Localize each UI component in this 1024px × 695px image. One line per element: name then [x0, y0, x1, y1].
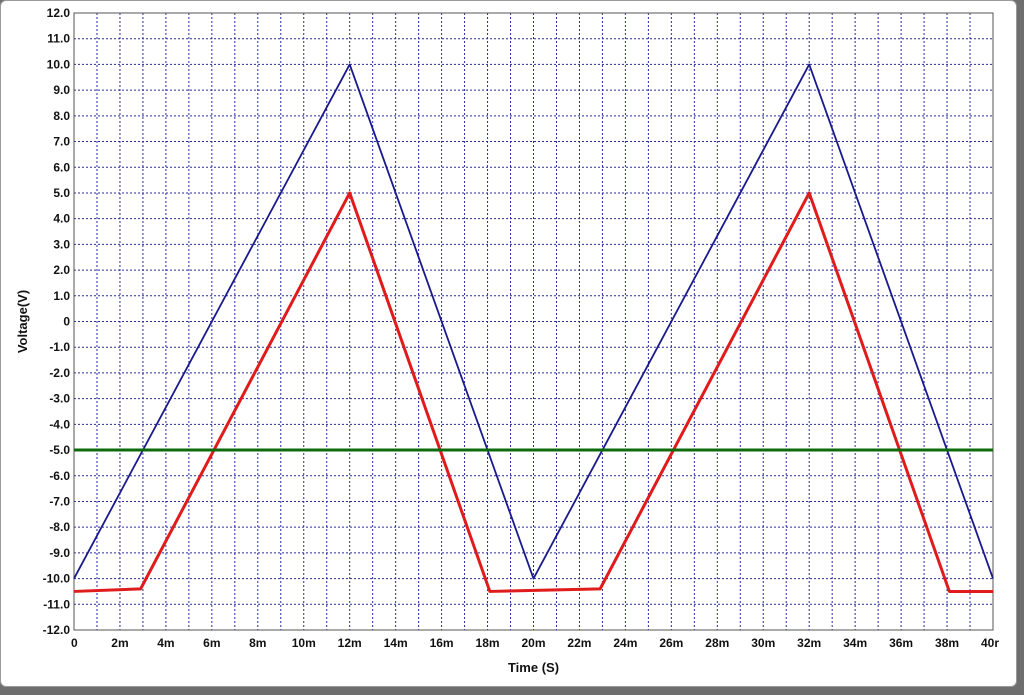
- x-tick-label: 4m: [157, 636, 174, 650]
- y-tick-label: -10.0: [43, 572, 71, 586]
- x-tick-label: 40r: [981, 636, 999, 650]
- x-tick-label: 22m: [567, 636, 591, 650]
- y-tick-label: 6.0: [53, 160, 70, 174]
- y-tick-label: -1.0: [49, 340, 70, 354]
- y-tick-label: 10.0: [47, 57, 71, 71]
- series-line-red: [73, 191, 993, 593]
- y-tick-label: 11.0: [47, 32, 70, 46]
- y-tick-label: -12.0: [43, 623, 71, 637]
- x-tick-label: 16m: [430, 636, 454, 650]
- x-tick-label: 12m: [338, 636, 362, 650]
- x-tick-label: 24m: [613, 636, 637, 650]
- x-tick-label: 10m: [292, 636, 316, 650]
- y-tick-label: 8.0: [53, 109, 70, 123]
- y-tick-label: 2.0: [53, 263, 70, 277]
- y-tick-label: 0: [63, 315, 70, 329]
- y-tick-label: -2.0: [49, 366, 70, 380]
- x-tick-label: 32m: [797, 636, 821, 650]
- y-tick-label: -3.0: [49, 392, 70, 406]
- series-line-blue: [73, 63, 994, 580]
- y-tick-label: -11.0: [43, 597, 70, 611]
- x-tick-label: 2m: [111, 636, 128, 650]
- x-tick-label: 34m: [843, 636, 867, 650]
- plot-area: [73, 12, 994, 631]
- x-tick-label: 26m: [659, 636, 683, 650]
- y-tick-label: 4.0: [53, 212, 70, 226]
- y-tick-label: -6.0: [49, 469, 70, 483]
- x-tick-label: 38m: [935, 636, 959, 650]
- y-tick-label: -7.0: [49, 494, 70, 508]
- y-tick-label: -8.0: [49, 520, 70, 534]
- x-tick-label: 18m: [476, 636, 500, 650]
- y-tick-label: 7.0: [53, 135, 70, 149]
- x-axis-label: Time (S): [508, 660, 559, 675]
- y-tick-label: -4.0: [49, 417, 70, 431]
- x-tick-labels: 0 2m 4m 6m 8m 10m 12m 14m 16m 18m 20m 22m 24m 26m 28m 3…: [71, 636, 999, 650]
- x-tick-label: 28m: [705, 636, 729, 650]
- x-tick-label: 14m: [384, 636, 408, 650]
- y-tick-label: -9.0: [49, 546, 70, 560]
- x-tick-label: 8m: [249, 636, 266, 650]
- y-tick-label: 9.0: [53, 83, 70, 97]
- y-tick-label: 3.0: [53, 237, 70, 251]
- y-tick-label: 1.0: [53, 289, 70, 303]
- y-tick-label: 12.0: [47, 6, 71, 20]
- x-tick-label: 6m: [203, 636, 220, 650]
- x-tick-label: 36m: [889, 636, 913, 650]
- x-tick-label: 0: [71, 636, 78, 650]
- x-tick-label: 30m: [751, 636, 775, 650]
- series-group: [73, 63, 994, 593]
- y-axis-label: Voltage(V): [15, 290, 30, 353]
- y-tick-label: -5.0: [49, 443, 70, 457]
- y-tick-labels: 12.0 11.0 10.0 9.0 8.0 7.0 6.0 5.0 4.0 3.0 2.0 1.0 0…: [43, 6, 71, 637]
- y-tick-label: 5.0: [53, 186, 70, 200]
- x-tick-label: 20m: [521, 636, 545, 650]
